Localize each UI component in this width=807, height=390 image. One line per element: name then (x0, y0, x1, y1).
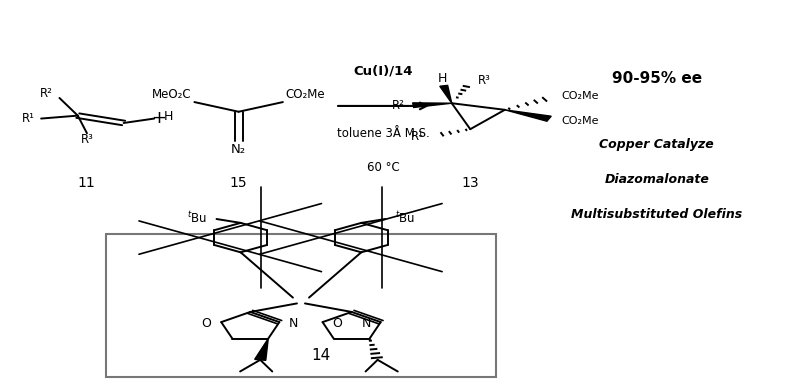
Text: R²: R² (40, 87, 53, 100)
Text: toluene 3Å M.S.: toluene 3Å M.S. (337, 126, 430, 140)
Polygon shape (412, 103, 452, 108)
Text: CO₂Me: CO₂Me (286, 87, 325, 101)
Text: Diazomalonate: Diazomalonate (604, 173, 709, 186)
Text: R¹: R¹ (411, 129, 424, 143)
Text: O: O (202, 317, 211, 330)
Polygon shape (255, 339, 268, 360)
Text: Copper Catalyze: Copper Catalyze (600, 138, 714, 151)
Text: N₂: N₂ (231, 143, 246, 156)
Text: MeO₂C: MeO₂C (153, 87, 192, 101)
Text: CO₂Me: CO₂Me (561, 116, 599, 126)
Text: 13: 13 (462, 176, 479, 190)
Text: R¹: R¹ (22, 112, 35, 125)
Text: H: H (164, 110, 174, 123)
Text: H: H (437, 72, 447, 85)
Text: 90-95% ee: 90-95% ee (612, 71, 702, 86)
Text: N: N (289, 317, 299, 330)
Bar (106, 234, 496, 377)
Text: R³: R³ (81, 133, 94, 145)
Polygon shape (440, 85, 452, 103)
Text: +: + (151, 108, 165, 127)
Text: 11: 11 (77, 176, 94, 190)
Text: O: O (332, 317, 342, 330)
Text: 15: 15 (230, 176, 248, 190)
Text: $^t$Bu: $^t$Bu (186, 210, 207, 226)
Text: 14: 14 (312, 348, 331, 363)
Text: 60 °C: 60 °C (367, 161, 399, 174)
Text: Cu(I)/14: Cu(I)/14 (353, 65, 413, 78)
Text: R³: R³ (478, 74, 491, 87)
Text: $^t$Bu: $^t$Bu (395, 210, 415, 226)
Text: N: N (362, 317, 371, 330)
Text: R²: R² (392, 99, 405, 112)
Text: Multisubstituted Olefins: Multisubstituted Olefins (571, 208, 742, 221)
Text: CO₂Me: CO₂Me (561, 91, 599, 101)
Polygon shape (505, 110, 551, 121)
